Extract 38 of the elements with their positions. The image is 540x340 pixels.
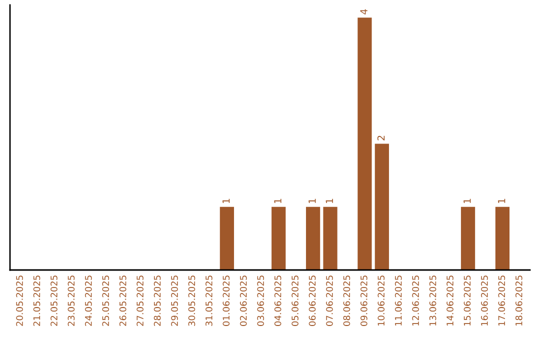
data-label: 1 [464,198,471,204]
x-tick-label: 18.06.2025 [515,276,522,326]
x-tick-label: 06.06.2025 [308,276,316,326]
data-label: 1 [308,198,316,204]
x-tick-label: 04.06.2025 [274,276,282,326]
x-tick-label: 08.06.2025 [343,276,350,326]
x-tick-label: 03.06.2025 [257,276,264,326]
x-tick-label: 23.05.2025 [68,276,75,326]
x-tick-label: 29.05.2025 [171,276,178,326]
x-tick-label: 21.05.2025 [33,276,40,326]
x-tick-label: 27.05.2025 [136,276,144,326]
x-tick-label: 20.05.2025 [16,276,23,326]
data-label: 4 [360,9,368,14]
x-tick-label: 28.05.2025 [154,276,161,326]
x-tick-label: 30.05.2025 [188,276,196,326]
data-label: 1 [498,198,506,204]
x-tick-label: 10.06.2025 [378,276,385,326]
x-tick-label: 17.06.2025 [498,276,506,326]
x-tick-label: 24.05.2025 [84,276,92,326]
data-label: 2 [377,136,385,140]
x-tick-label: 31.05.2025 [206,276,212,326]
x-tick-label: 05.06.2025 [292,276,298,326]
x-tick-label: 09.06.2025 [360,276,368,326]
x-tick-label: 14.06.2025 [446,276,454,326]
x-tick-label: 13.06.2025 [429,276,436,326]
x-tick-label: 22.05.2025 [50,276,58,326]
x-tick-label: 07.06.2025 [326,276,333,326]
x-tick-label: 12.06.2025 [412,276,419,326]
x-tick-label: 26.05.2025 [119,276,126,326]
x-tick-label: 25.05.2025 [102,276,110,326]
data-label: 1 [222,198,230,204]
data-label: 1 [326,198,333,204]
data-label: 1 [274,198,282,204]
x-tick-label: 11.06.2025 [394,276,402,326]
x-tick-label: 15.06.2025 [464,276,471,326]
x-tick-label: 02.06.2025 [240,276,247,326]
x-tick-label: 01.06.2025 [222,276,230,326]
x-tick-label: 16.06.2025 [481,276,488,326]
